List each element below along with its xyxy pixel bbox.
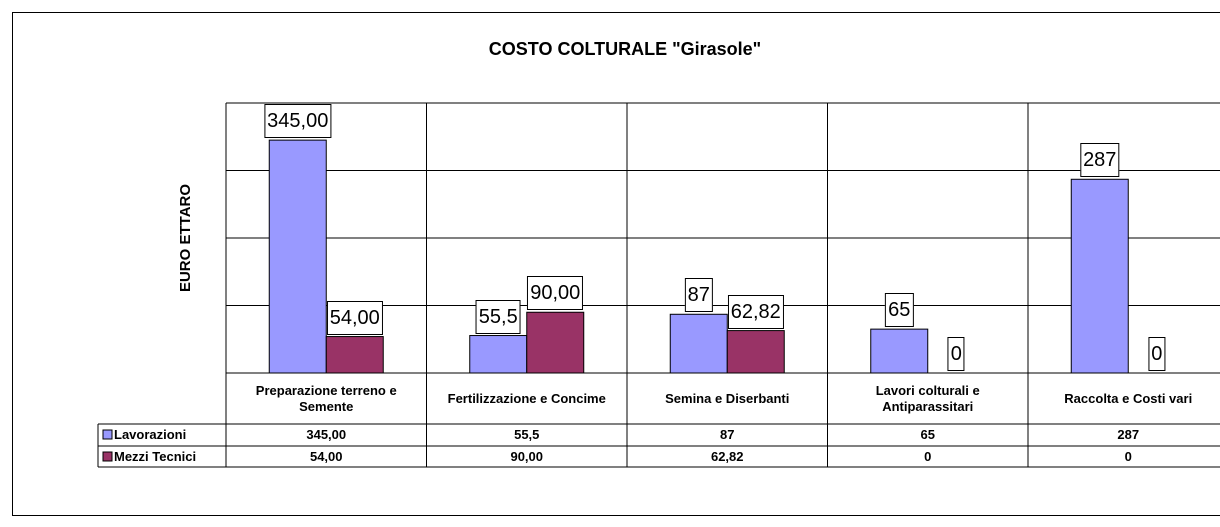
table-cell: 54,00: [309, 449, 343, 464]
table-cell: 0: [924, 449, 932, 464]
legend-swatch: [102, 451, 113, 462]
bar: [726, 330, 785, 374]
bar: [325, 336, 384, 374]
data-label: 0: [1148, 337, 1166, 371]
data-label: 55,5: [475, 299, 521, 334]
table-cell: 0: [1124, 449, 1132, 464]
bar: [268, 139, 327, 374]
table-cell: 345,00: [306, 427, 347, 442]
legend-swatch: [102, 429, 113, 440]
data-label: 0: [947, 337, 965, 371]
data-label: 87: [684, 278, 713, 313]
legend-label: Mezzi Tecnici: [114, 449, 197, 464]
data-label: 62,82: [727, 294, 784, 329]
data-label: 345,00: [264, 104, 332, 139]
chart-border: [12, 12, 1220, 516]
bar: [870, 328, 929, 374]
bar: [526, 311, 585, 374]
y-axis-label: EURO ETTARO: [177, 184, 194, 292]
x-tick-label: Preparazione terreno e Semente: [255, 383, 397, 414]
table-cell: 87: [720, 427, 735, 442]
data-label: 287: [1080, 143, 1120, 178]
table-cell: 287: [1117, 427, 1140, 442]
x-tick-label: Lavori colturali e Antiparassitari: [875, 383, 980, 414]
bar: [1070, 178, 1129, 374]
legend-label: Lavorazioni: [114, 427, 187, 442]
x-tick-label: Raccolta e Costi vari: [1064, 391, 1193, 406]
table-cell: 90,00: [510, 449, 544, 464]
data-label: 90,00: [527, 276, 584, 311]
data-label: 65: [885, 293, 914, 328]
bar: [469, 335, 528, 374]
x-tick-label: Fertilizzazione e Concime: [447, 391, 606, 406]
data-label: 54,00: [326, 300, 383, 335]
table-cell: 55,5: [514, 427, 540, 442]
chart-title: COSTO COLTURALE "Girasole": [489, 39, 761, 59]
table-cell: 65: [920, 427, 935, 442]
table-cell: 62,82: [710, 449, 744, 464]
x-tick-label: Semina e Diserbanti: [665, 391, 790, 406]
bar: [669, 313, 728, 374]
